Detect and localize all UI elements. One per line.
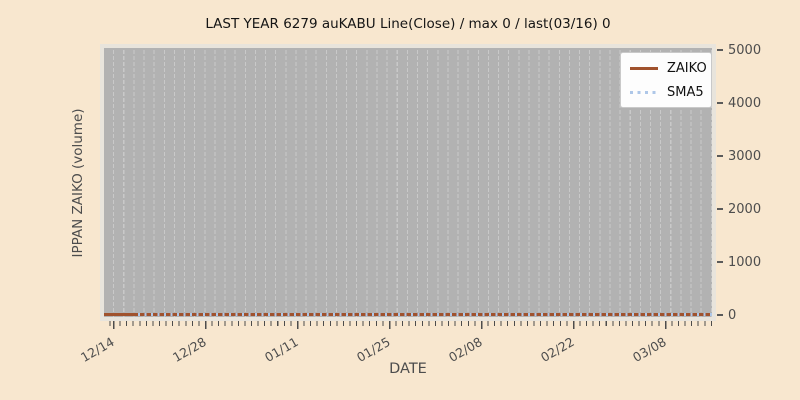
y-tick-label: 2000	[728, 201, 762, 217]
y-tick-mark	[717, 208, 723, 210]
y-tick-mark	[717, 49, 723, 51]
y-tick-mark	[717, 102, 723, 104]
y-tick-mark	[717, 314, 723, 316]
y-tick: 5000	[717, 42, 761, 58]
y-tick-label: 3000	[728, 148, 762, 164]
y-tick-label: 4000	[728, 95, 762, 111]
y-tick: 0	[717, 307, 736, 323]
x-axis-label: DATE	[389, 361, 427, 377]
plot-area	[100, 44, 716, 321]
y-tick: 4000	[717, 95, 761, 111]
y-tick-label: 5000	[728, 42, 762, 58]
legend-item-zaiko: ZAIKO	[630, 61, 707, 76]
y-tick: 1000	[717, 254, 761, 270]
legend-label-sma5: SMA5	[667, 85, 704, 100]
legend-item-sma5: SMA5	[630, 85, 704, 100]
legend-label-zaiko: ZAIKO	[667, 61, 707, 76]
y-tick: 3000	[717, 148, 761, 164]
legend: ZAIKO SMA5	[620, 52, 712, 108]
x-axis-major-ticks	[104, 321, 712, 329]
chart-title: LAST YEAR 6279 auKABU Line(Close) / max …	[205, 16, 611, 32]
y-tick-label: 0	[728, 307, 737, 323]
y-tick: 2000	[717, 201, 761, 217]
zaiko-line-sample-icon	[630, 67, 658, 70]
y-tick-label: 1000	[728, 254, 762, 270]
sma5-series-line	[138, 313, 712, 316]
y-axis-label: IPPAN ZAIKO (volume)	[70, 108, 86, 258]
y-tick-mark	[717, 261, 723, 263]
y-tick-mark	[717, 155, 723, 157]
sma5-line-sample-icon	[630, 91, 658, 94]
